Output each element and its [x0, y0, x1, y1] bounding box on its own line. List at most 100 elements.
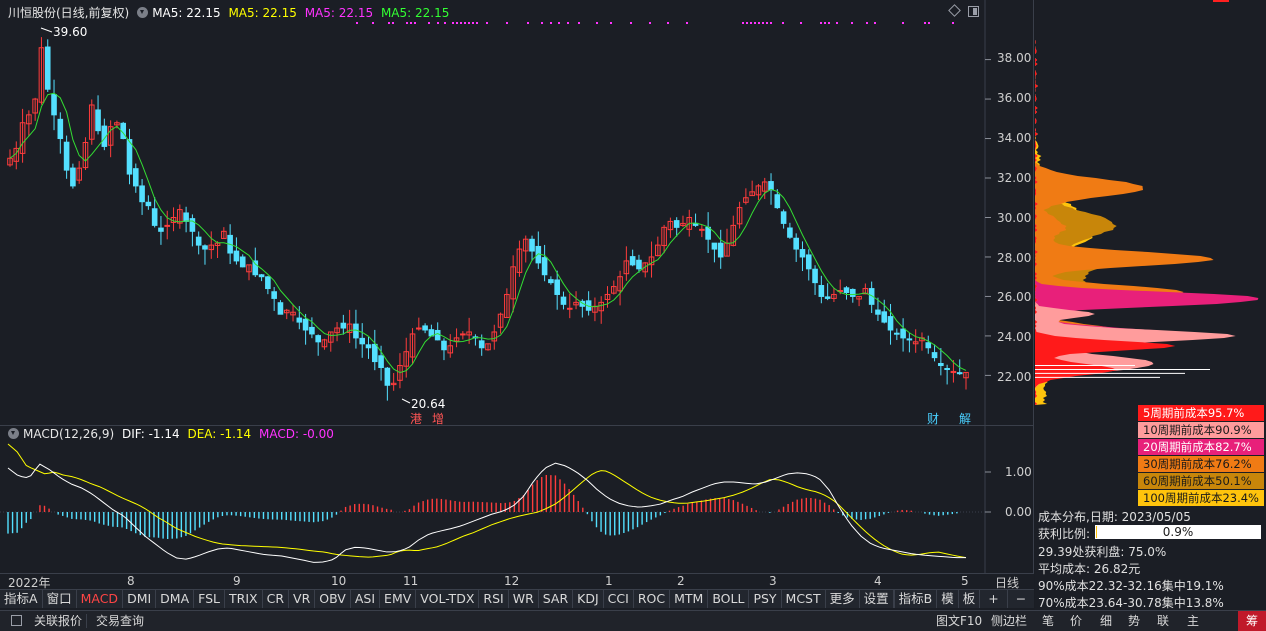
event-marker-jie[interactable]: 解: [959, 412, 972, 426]
candle: [13, 141, 20, 170]
candle: [277, 300, 284, 315]
bottom-tab-xi[interactable]: 细: [1100, 614, 1113, 628]
bottom-tab-zhu[interactable]: 主: [1187, 614, 1200, 628]
price-tick: 30.00: [997, 211, 1032, 225]
tab-template-mo[interactable]: 模: [937, 590, 959, 608]
signal-dot: [456, 22, 458, 24]
profit-chips-line: 29.39处获利盘: 75.0%: [1038, 545, 1167, 559]
event-marker-gang[interactable]: 港: [410, 412, 423, 426]
tab-mtm[interactable]: MTM: [670, 590, 709, 608]
tab-cr[interactable]: CR: [263, 590, 290, 608]
tab-indicator-a[interactable]: 指标A: [0, 590, 43, 608]
tab-trix[interactable]: TRIX: [225, 590, 263, 608]
signal-dot: [746, 22, 748, 24]
profit-ratio-bar: 0.9%: [1095, 525, 1261, 539]
candle: [516, 240, 523, 277]
candle: [585, 291, 592, 316]
macd-dropdown-icon[interactable]: [8, 428, 19, 439]
trade-query-button[interactable]: 交易查询: [96, 614, 145, 628]
window-toggle-icon[interactable]: [968, 6, 979, 17]
price-tick: 38.00: [997, 51, 1032, 65]
signal-dot: [649, 22, 651, 24]
candle: [944, 364, 950, 385]
macd-chart[interactable]: MACD(12,26,9) DIF: -1.14 DEA: -1.14 MACD…: [0, 425, 1034, 574]
candle: [460, 331, 466, 340]
sidebar-button[interactable]: 侧边栏: [991, 614, 1028, 628]
candle: [195, 231, 202, 255]
candle: [26, 110, 32, 137]
candle: [189, 214, 196, 247]
bottom-tab-bi[interactable]: 笔: [1042, 614, 1055, 628]
tab-psy[interactable]: PSY: [749, 590, 782, 608]
macd-tick: 1.00: [1005, 465, 1032, 479]
f10-button[interactable]: 图文F10: [936, 614, 983, 628]
macd-label: MACD(12,26,9): [23, 427, 115, 441]
tab-dma[interactable]: DMA: [156, 590, 195, 608]
event-marker-zeng[interactable]: 增: [432, 412, 445, 426]
price-tick: 34.00: [997, 131, 1032, 145]
cost-row-5: 5周期前成本95.7%: [1138, 405, 1264, 421]
tab-sar[interactable]: SAR: [539, 590, 574, 608]
signal-dot: [452, 22, 454, 24]
candle: [522, 235, 529, 263]
candle: [787, 222, 793, 239]
macd-svg: [0, 426, 991, 574]
date-tick: 10: [331, 574, 347, 588]
candle: [302, 313, 309, 345]
event-marker-cai[interactable]: 财: [927, 412, 940, 426]
candle: [906, 332, 913, 353]
tab-asi[interactable]: ASI: [351, 590, 381, 608]
tab-kdj[interactable]: KDJ: [573, 590, 604, 608]
date-tick: 2022年: [8, 576, 51, 590]
tab-fsl[interactable]: FSL: [194, 590, 226, 608]
macd-tick: 0.00: [1005, 505, 1032, 519]
tab-more[interactable]: 更多: [826, 590, 860, 608]
dea-line: [7, 443, 967, 559]
bottom-tab-lian[interactable]: 联: [1157, 614, 1170, 628]
ma-label-yellow: MA5: 22.15: [228, 6, 297, 20]
tab-settings[interactable]: 设置: [860, 590, 894, 608]
tab-vr[interactable]: VR: [289, 590, 316, 608]
zoom-in-button[interactable]: +: [980, 590, 1008, 608]
price-chart[interactable]: 川恒股份(日线,前复权) MA5: 22.15 MA5: 22.15 MA5: 2…: [0, 0, 1034, 426]
candle: [510, 255, 516, 313]
candle: [315, 334, 321, 356]
tab-rsi[interactable]: RSI: [479, 590, 509, 608]
zoom-out-button[interactable]: −: [1015, 591, 1027, 606]
tab-vol-tdx[interactable]: VOL-TDX: [416, 590, 480, 608]
tab-macd[interactable]: MACD: [77, 590, 124, 608]
dropdown-circle-icon[interactable]: [137, 7, 149, 18]
bottom-tab-jia[interactable]: 价: [1070, 614, 1083, 628]
tab-template-ban[interactable]: 板: [959, 590, 981, 608]
ma-label-white: MA5: 22.15: [152, 6, 221, 20]
tab-dmi[interactable]: DMI: [123, 590, 157, 608]
bottom-tab-chou[interactable]: 筹: [1238, 611, 1266, 631]
tab-window[interactable]: 窗口: [43, 590, 77, 608]
candle: [309, 317, 315, 339]
signal-dot: [414, 22, 416, 24]
tab-emv[interactable]: EMV: [380, 590, 417, 608]
candle: [491, 324, 498, 350]
tab-mcst[interactable]: MCST: [782, 590, 826, 608]
signal-dot: [754, 22, 756, 24]
candle: [38, 37, 45, 105]
period-label[interactable]: 日线: [995, 576, 1020, 590]
related-quotes-button[interactable]: 关联报价: [34, 614, 83, 628]
tab-wr[interactable]: WR: [509, 590, 539, 608]
candle: [472, 334, 479, 346]
tab-cci[interactable]: CCI: [604, 590, 634, 608]
signal-dot: [824, 22, 826, 24]
candle: [900, 318, 906, 352]
candle: [88, 99, 95, 145]
tab-obv[interactable]: OBV: [315, 590, 351, 608]
signal-dot: [388, 22, 390, 24]
tab-boll[interactable]: BOLL: [708, 590, 750, 608]
tab-indicator-b[interactable]: 指标B: [893, 590, 938, 608]
bottom-tab-shi[interactable]: 势: [1128, 614, 1141, 628]
candle: [145, 195, 152, 210]
date-tick: 3: [769, 574, 777, 588]
candle: [730, 215, 737, 247]
candle: [447, 334, 454, 358]
layout-icon[interactable]: [11, 615, 22, 626]
tab-roc[interactable]: ROC: [634, 590, 671, 608]
